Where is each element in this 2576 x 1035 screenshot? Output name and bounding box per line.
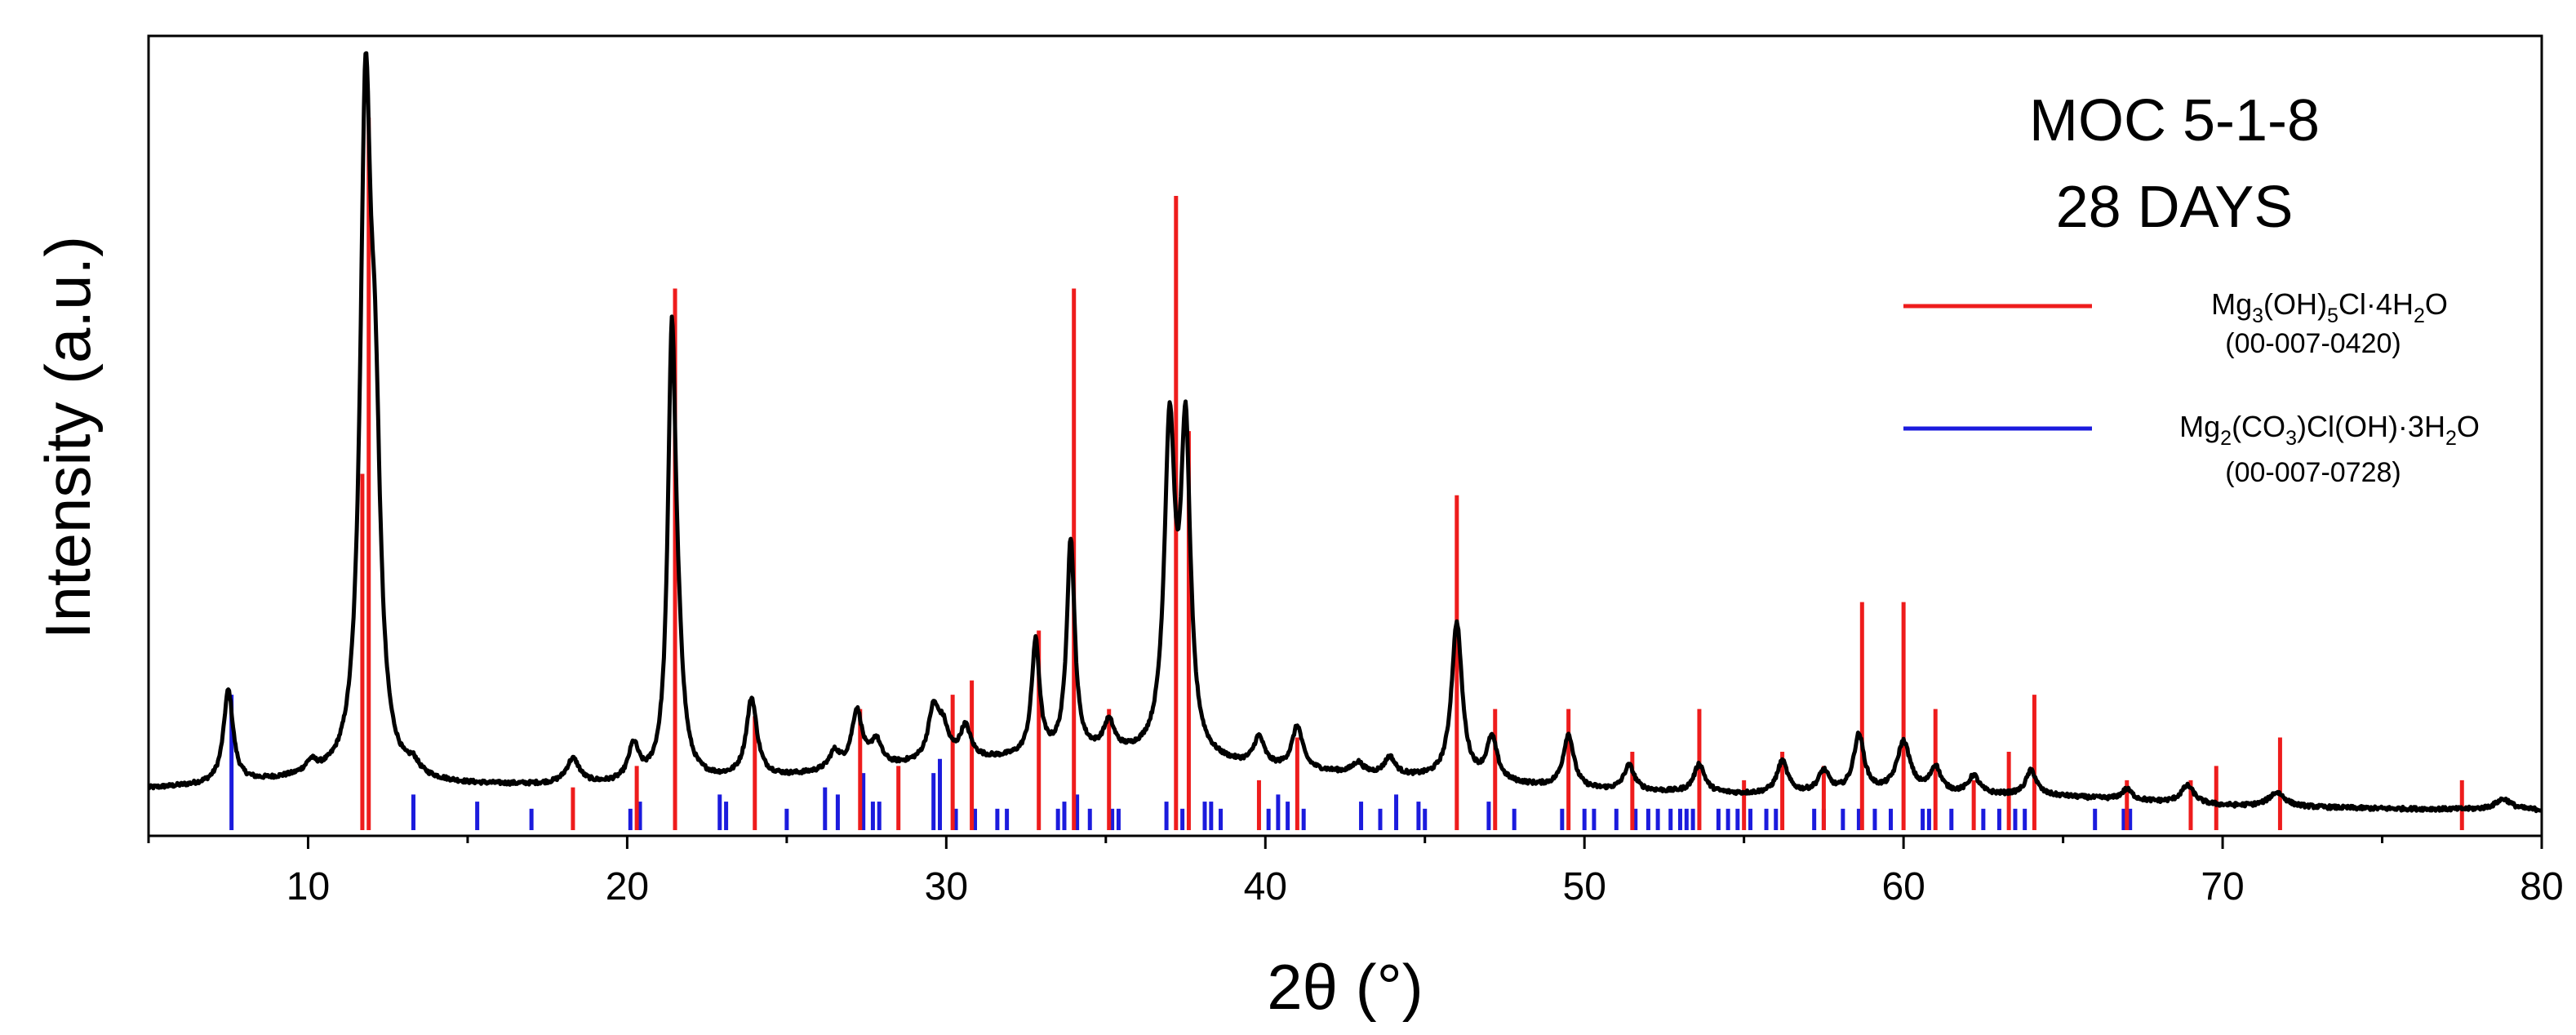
x-tick-label: 80 <box>2520 865 2563 908</box>
x-tick-label: 70 <box>2201 865 2244 908</box>
legend-code-2: (00-007-0728) <box>2225 457 2401 488</box>
x-tick-label: 20 <box>606 865 649 908</box>
legend-code-1: (00-007-0420) <box>2225 328 2401 359</box>
reference-sticks-mg3oh5cl4h2o <box>360 118 2464 830</box>
x-tick-label: 10 <box>286 865 330 908</box>
x-tick-label: 30 <box>925 865 968 908</box>
sample-annotation-line-1: MOC 5-1-8 <box>2029 88 2320 153</box>
plot-frame <box>147 34 2543 837</box>
xrd-pattern-line <box>149 51 2542 814</box>
x-tick-label: 50 <box>1563 865 1606 908</box>
x-axis-ticks: 10 20 30 40 50 60 70 80 <box>147 836 2564 908</box>
sample-annotation-line-2: 28 DAYS <box>2056 175 2294 240</box>
legend-label-1: Mg3(OH)5Cl·4H2O <box>2211 287 2448 327</box>
y-axis-title: Intensity (a.u.) <box>32 236 104 639</box>
x-axis-title: 2θ (°) <box>1267 951 1423 1023</box>
x-tick-label: 60 <box>1881 865 1925 908</box>
x-tick-label: 40 <box>1244 865 1287 908</box>
reference-sticks-mg2co3cloh3h2o <box>229 695 2133 830</box>
legend-label-2: Mg2(CO3)Cl(OH)·3H2O <box>2179 410 2480 450</box>
legend: Mg3(OH)5Cl·4H2O(00-007-0420) Mg2(CO3)Cl(O… <box>1903 287 2480 488</box>
